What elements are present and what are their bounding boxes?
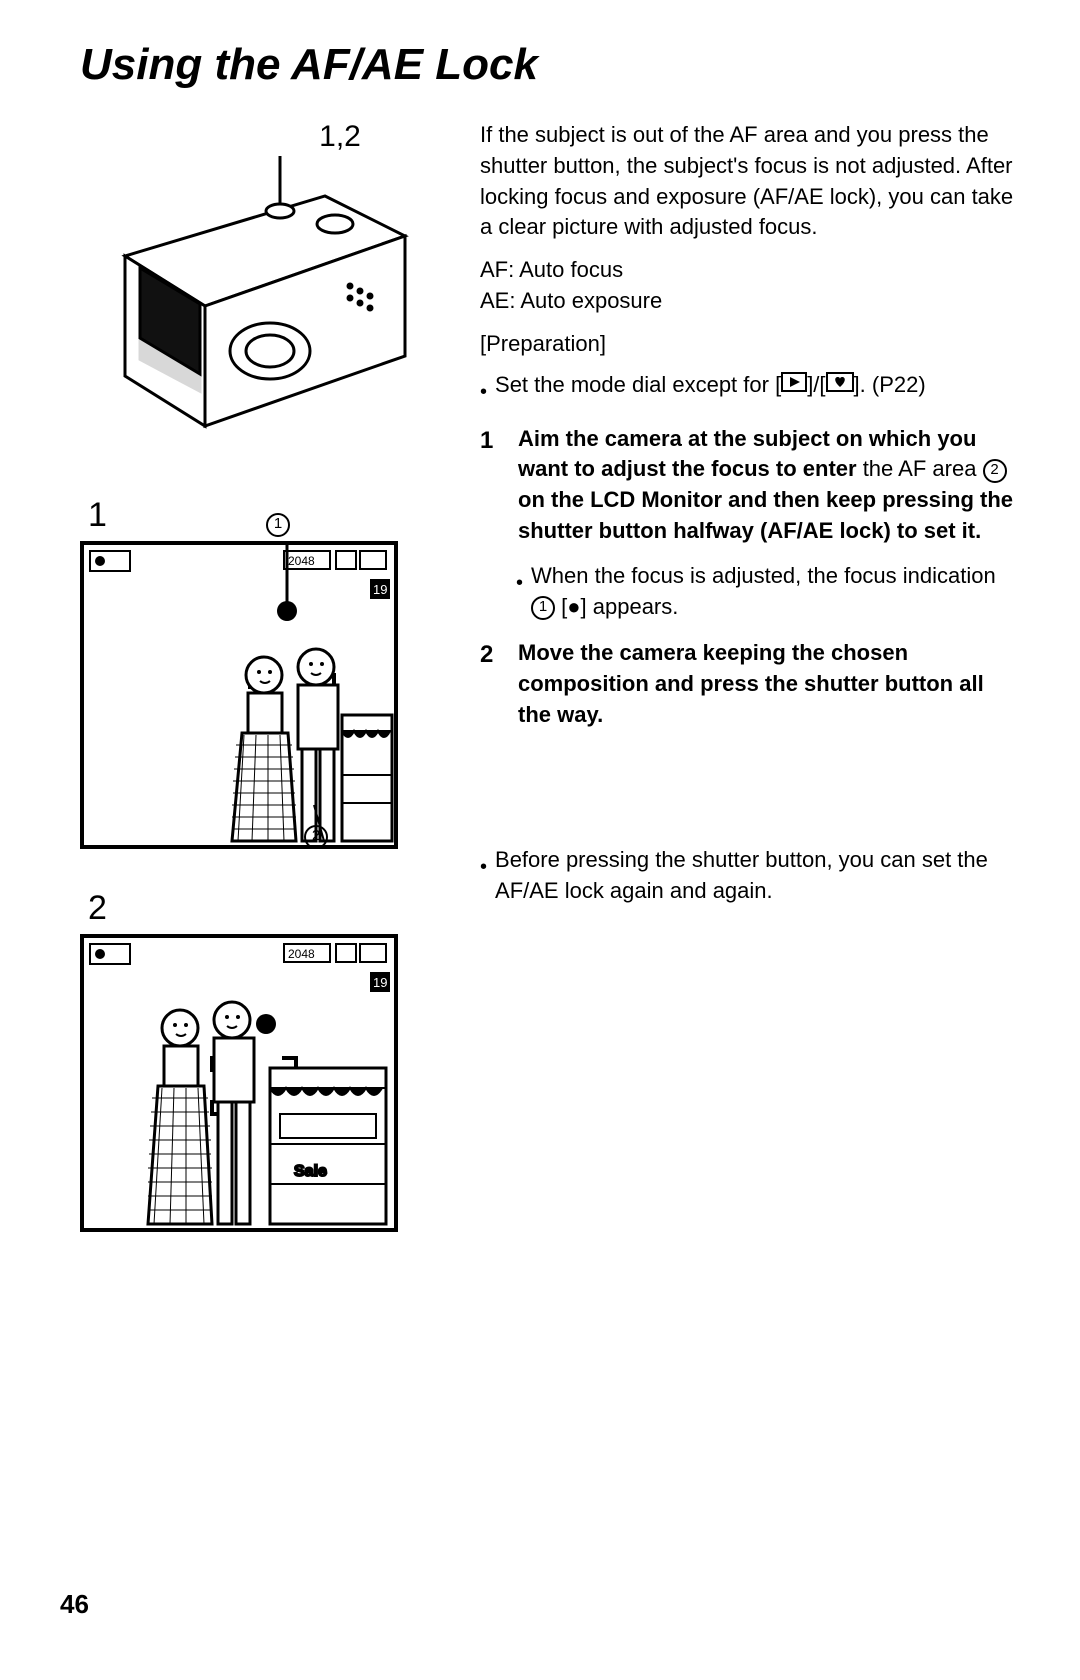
af-definition: AF: Auto focus xyxy=(480,255,1020,286)
circled-2-inline-icon: 2 xyxy=(983,459,1007,483)
figure-1-number: 1 xyxy=(88,496,107,535)
svg-text:19: 19 xyxy=(373,582,387,597)
ae-definition: AE: Auto exposure xyxy=(480,286,1020,317)
svg-text:Sale: Sale xyxy=(294,1163,327,1180)
step-1-body: Aim the camera at the subject on which y… xyxy=(518,424,1020,547)
page-title: Using the AF/AE Lock xyxy=(80,40,1020,90)
callout-1-icon: 1 xyxy=(266,513,290,537)
page-number: 46 xyxy=(60,1589,89,1620)
bullet-icon: • xyxy=(480,853,487,881)
camera-callout-label: 1,2 xyxy=(230,120,450,154)
preparation-text: Set the mode dial except for []/[]. (P22… xyxy=(495,370,926,402)
note-text: Before pressing the shutter button, you … xyxy=(495,845,1020,907)
intro-text: If the subject is out of the AF area and… xyxy=(480,120,1020,243)
lcd-diagram-2: 2048 19 xyxy=(80,934,398,1232)
preparation-label: [Preparation] xyxy=(480,329,1020,360)
figure-2-number: 2 xyxy=(88,889,450,928)
bullet-icon: • xyxy=(516,569,523,623)
callout-2-icon: 2 xyxy=(304,825,328,849)
preparation-bullet: • Set the mode dial except for []/[]. (P… xyxy=(480,370,1020,406)
svg-text:2048: 2048 xyxy=(288,554,315,568)
step-2-number: 2 xyxy=(480,638,498,672)
svg-text:2048: 2048 xyxy=(288,947,315,961)
step-1-number: 1 xyxy=(480,424,498,458)
step-1: 1 Aim the camera at the subject on which… xyxy=(480,424,1020,547)
step-2-body: Move the camera keeping the chosen compo… xyxy=(518,638,1020,730)
step-1-sub-bullet: • When the focus is adjusted, the focus … xyxy=(516,561,1020,623)
note-bullet: • Before pressing the shutter button, yo… xyxy=(480,845,1020,907)
step-1-sub-text: When the focus is adjusted, the focus in… xyxy=(531,561,1020,623)
lcd-diagram-1: 2048 19 xyxy=(80,541,398,849)
heart-mode-icon xyxy=(826,370,854,401)
camera-diagram xyxy=(105,156,425,436)
figure-1-label-row: 1 1 xyxy=(80,496,390,541)
left-column: 1,2 xyxy=(80,120,450,1272)
step-2: 2 Move the camera keeping the chosen com… xyxy=(480,638,1020,730)
content-area: 1,2 xyxy=(80,120,1020,1272)
playback-icon xyxy=(781,370,807,401)
circled-1-inline-icon: 1 xyxy=(531,596,555,620)
right-column: If the subject is out of the AF area and… xyxy=(480,120,1020,1272)
svg-text:19: 19 xyxy=(373,975,387,990)
bullet-icon: • xyxy=(480,378,487,406)
